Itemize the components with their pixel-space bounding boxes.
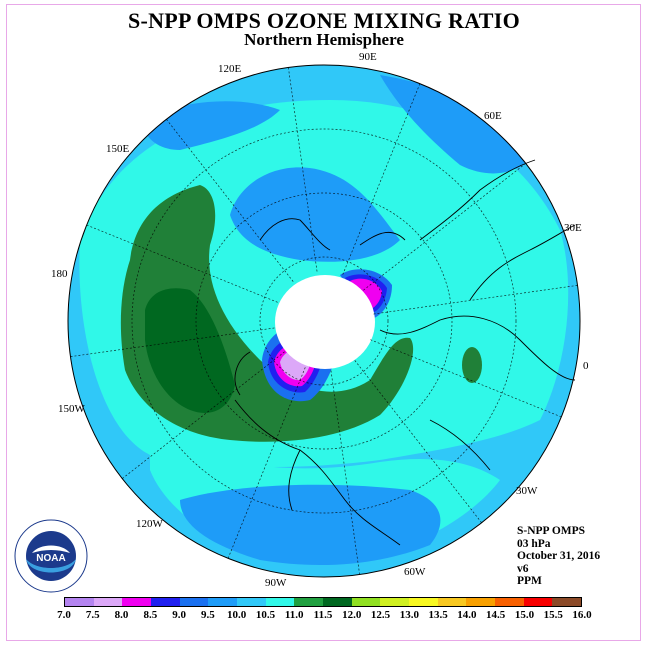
map-outline bbox=[67, 64, 581, 578]
colorbar-swatch bbox=[523, 598, 553, 606]
lon-label-180: 180 bbox=[51, 268, 68, 280]
colorbar-swatch bbox=[552, 598, 582, 606]
noaa-logo: NOAA bbox=[14, 519, 88, 593]
lon-label-30e: 30E bbox=[564, 222, 582, 234]
colorbar-swatch bbox=[237, 598, 266, 606]
lon-label-150e: 150E bbox=[106, 143, 130, 155]
colorbar-swatch bbox=[122, 598, 152, 606]
colorbar-swatch bbox=[351, 598, 381, 606]
colorbar-tick-label: 16.0 bbox=[572, 609, 592, 621]
polar-night-region bbox=[275, 275, 375, 369]
colorbar-tick-label: 11.0 bbox=[284, 609, 304, 621]
colorbar-tick-label: 10.0 bbox=[227, 609, 247, 621]
product-info: S-NPP OMPS 03 hPa October 31, 2016 v6 PP… bbox=[517, 525, 600, 588]
latitude-grid bbox=[131, 128, 517, 514]
info-date: October 31, 2016 bbox=[517, 550, 601, 562]
lon-label-120w: 120W bbox=[136, 518, 163, 530]
colorbar-tick-label: 10.5 bbox=[255, 609, 276, 621]
colorbar-swatch bbox=[179, 598, 209, 606]
info-product: S-NPP OMPS bbox=[517, 525, 586, 537]
colorbar-swatch bbox=[380, 598, 410, 606]
colorbar-swatch bbox=[151, 598, 180, 606]
lon-label-90w: 90W bbox=[265, 577, 287, 589]
colorbar-tick-label: 15.5 bbox=[543, 609, 563, 621]
ozone-blue-north bbox=[230, 167, 400, 262]
colorbar-swatch bbox=[265, 598, 295, 606]
colorbar-swatch bbox=[323, 598, 352, 606]
ozone-blue-northwest bbox=[140, 101, 280, 150]
colorbar-tick-label: 12.0 bbox=[342, 609, 362, 621]
ozone-peak-region bbox=[145, 288, 235, 413]
info-pressure: 03 hPa bbox=[517, 537, 551, 550]
lon-label-60w: 60W bbox=[404, 566, 426, 578]
colorbar-swatch bbox=[93, 598, 123, 606]
colorbar-swatch bbox=[466, 598, 496, 606]
lon-label-60e: 60E bbox=[484, 110, 502, 122]
lon-label-0: 0 bbox=[583, 360, 589, 372]
map-subtitle: Northern Hemisphere bbox=[244, 30, 404, 49]
colorbar-tick-label: 13.5 bbox=[428, 609, 448, 621]
colorbar-tick-label: 7.0 bbox=[57, 609, 71, 621]
colorbar bbox=[64, 597, 582, 607]
colorbar-swatch bbox=[437, 598, 467, 606]
info-version: v6 bbox=[517, 562, 529, 575]
colorbar-labels: 7.0 7.5 8.0 8.5 9.0 9.5 10.0 10.5 11.0 11.5 12.0 12… bbox=[0, 609, 648, 623]
lon-label-120e: 120E bbox=[218, 63, 242, 75]
ozone-blue-southwest bbox=[180, 484, 441, 565]
colorbar-tick-label: 7.5 bbox=[85, 609, 100, 621]
colorbar-swatch bbox=[495, 598, 524, 606]
colorbar-tick-label: 8.0 bbox=[114, 609, 129, 621]
lon-label-150w: 150W bbox=[58, 403, 85, 415]
ozone-east-patch bbox=[462, 347, 482, 383]
colorbar-swatch bbox=[409, 598, 438, 606]
colorbar-tick-label: 14.0 bbox=[457, 609, 477, 621]
colorbar-tick-label: 9.0 bbox=[172, 609, 186, 621]
ozone-blue-northeast bbox=[380, 75, 540, 174]
colorbar-tick-label: 11.5 bbox=[313, 609, 333, 621]
lon-label-90e: 90E bbox=[359, 51, 377, 63]
colorbar-tick-label: 15.0 bbox=[514, 609, 535, 621]
lon-label-30w: 30W bbox=[516, 485, 538, 497]
colorbar-tick-label: 12.5 bbox=[370, 609, 391, 621]
colorbar-swatch bbox=[65, 598, 94, 606]
noaa-emblem: NOAA bbox=[14, 519, 88, 593]
colorbar-tick-label: 13.0 bbox=[399, 609, 419, 621]
colorbar-swatch bbox=[208, 598, 238, 606]
vortex-ne-magenta bbox=[350, 278, 382, 310]
noaa-logo-text: NOAA bbox=[36, 553, 65, 564]
map-title: S-NPP OMPS OZONE MIXING RATIO bbox=[127, 8, 521, 33]
colorbar-tick-label: 14.5 bbox=[486, 609, 506, 621]
colorbar-tick-label: 9.5 bbox=[201, 609, 215, 621]
colorbar-swatch bbox=[294, 598, 324, 606]
info-units: PPM bbox=[517, 575, 542, 587]
image-frame bbox=[6, 4, 641, 641]
colorbar-tick-label: 8.5 bbox=[143, 609, 158, 621]
